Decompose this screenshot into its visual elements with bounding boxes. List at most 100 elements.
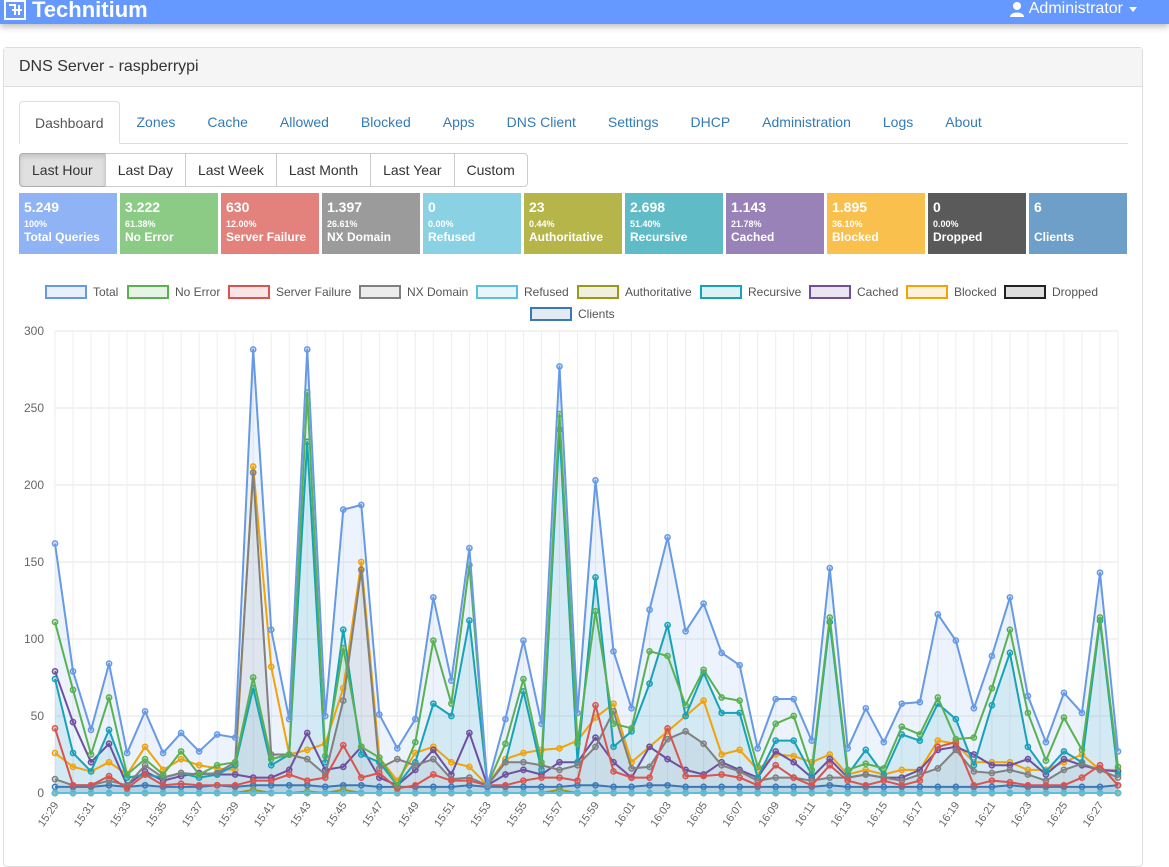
data-point-refused <box>844 789 852 797</box>
data-point-total <box>628 704 635 712</box>
user-name: Administrator <box>1028 0 1123 17</box>
data-point-server-failure <box>682 772 689 780</box>
x-tick-label: 16:27 <box>1081 800 1107 829</box>
data-point-server-failure <box>700 772 707 780</box>
data-point-nx-domain <box>628 765 635 772</box>
data-point-nx-domain <box>339 697 347 704</box>
stat-value: 6 <box>1034 199 1042 215</box>
time-range-selector: Last Hour Last Day Last Week Last Month … <box>19 153 528 187</box>
data-point-server-failure <box>628 774 635 781</box>
tab-apps[interactable]: Apps <box>442 114 475 130</box>
tab-about[interactable]: About <box>945 114 982 130</box>
tab-dashboard[interactable]: Dashboard <box>19 101 120 144</box>
data-point-no-error <box>141 755 149 763</box>
data-point-clients <box>952 783 960 791</box>
data-point-server-failure <box>123 785 131 792</box>
stat-tile-clients: 6 Clients <box>1029 193 1127 254</box>
range-last-month-button[interactable]: Last Month <box>275 153 372 187</box>
x-tick-label: 15:47 <box>360 800 386 829</box>
x-tick-label: 15:57 <box>540 800 566 829</box>
data-point-nx-domain <box>700 740 707 748</box>
stat-label: Clients <box>1034 230 1075 244</box>
user-menu[interactable]: Administrator <box>1009 0 1137 18</box>
x-tick-label: 16:01 <box>612 800 638 829</box>
data-point-server-failure <box>1006 778 1014 786</box>
brand[interactable]: Technitium <box>4 0 148 21</box>
data-point-nx-domain <box>592 743 599 751</box>
data-point-no-error <box>880 765 888 772</box>
legend-swatch <box>127 285 169 299</box>
data-point-server-failure <box>249 777 257 785</box>
dns-server-panel: DNS Server - raspberrypi Dashboard Zones… <box>3 47 1143 867</box>
range-last-day-button[interactable]: Last Day <box>104 153 186 187</box>
data-point-total <box>1114 748 1122 755</box>
data-point-refused <box>988 789 996 797</box>
tab-logs[interactable]: Logs <box>882 114 914 130</box>
data-point-server-failure <box>51 724 59 732</box>
data-point-nx-domain <box>826 774 834 781</box>
tab-zones[interactable]: Zones <box>136 114 176 130</box>
data-point-no-error <box>772 720 780 728</box>
data-point-recursive <box>1042 768 1050 775</box>
tab-dhcp[interactable]: DHCP <box>690 114 731 130</box>
data-point-blocked <box>267 663 275 671</box>
data-point-server-failure <box>1114 781 1122 789</box>
data-point-blocked <box>736 746 743 754</box>
range-custom-button[interactable]: Custom <box>453 153 528 187</box>
range-last-week-button[interactable]: Last Week <box>184 153 277 187</box>
tab-settings[interactable]: Settings <box>607 114 659 130</box>
data-point-nx-domain <box>682 728 689 735</box>
data-point-recursive <box>664 621 671 629</box>
tab-administration[interactable]: Administration <box>762 114 851 130</box>
data-point-server-failure <box>195 781 203 789</box>
data-point-nx-domain <box>51 775 59 783</box>
data-point-no-error <box>754 763 762 771</box>
x-tick-label: 15:51 <box>432 800 458 829</box>
stat-percent: 61.38% <box>125 219 156 229</box>
x-tick-label: 15:39 <box>216 800 242 829</box>
dns-queries-chart: 0 50 100 150 200 250 300 15:29 15:31 15:33 15:35 15… <box>24 285 1122 829</box>
data-point-nx-domain <box>646 763 653 771</box>
data-point-refused <box>249 789 257 797</box>
data-point-refused <box>610 789 617 797</box>
data-point-recursive <box>1024 743 1032 751</box>
data-point-total <box>736 661 743 669</box>
data-point-server-failure <box>664 724 671 732</box>
data-point-total <box>339 506 347 513</box>
data-point-refused <box>736 789 743 797</box>
data-point-clients <box>772 783 780 791</box>
data-point-refused <box>466 789 473 797</box>
stat-percent: 0.00% <box>428 219 454 229</box>
tab-blocked[interactable]: Blocked <box>360 114 411 130</box>
data-point-server-failure <box>267 777 275 785</box>
data-point-recursive <box>339 626 347 634</box>
data-point-no-error <box>736 697 743 704</box>
data-point-blocked <box>610 700 617 708</box>
data-point-cached <box>826 755 834 763</box>
data-point-clients <box>520 783 527 791</box>
range-last-year-button[interactable]: Last Year <box>370 153 455 187</box>
data-point-no-error <box>700 666 707 674</box>
data-point-refused <box>502 789 509 797</box>
tab-cache[interactable]: Cache <box>207 114 248 130</box>
data-point-total <box>267 626 275 634</box>
data-point-refused <box>754 789 762 797</box>
tab-allowed[interactable]: Allowed <box>279 114 329 130</box>
data-point-blocked <box>934 737 942 744</box>
legend-label: NX Domain <box>407 285 468 299</box>
range-last-hour-button[interactable]: Last Hour <box>19 153 106 187</box>
data-point-refused <box>970 789 978 797</box>
stat-percent: 21.78% <box>731 219 762 229</box>
data-point-cached <box>790 758 798 766</box>
legend-swatch <box>228 285 270 299</box>
tab-dns-client[interactable]: DNS Client <box>506 114 576 130</box>
data-point-clients <box>430 783 437 791</box>
data-point-refused <box>826 789 834 797</box>
main-tabs: Dashboard Zones Cache Allowed Blocked Ap… <box>19 101 1128 144</box>
data-point-total <box>123 749 131 757</box>
data-point-recursive <box>51 675 59 683</box>
data-point-cached <box>646 743 653 751</box>
legend-swatch <box>577 285 619 299</box>
data-point-recursive <box>736 709 743 717</box>
data-point-total <box>159 749 167 757</box>
